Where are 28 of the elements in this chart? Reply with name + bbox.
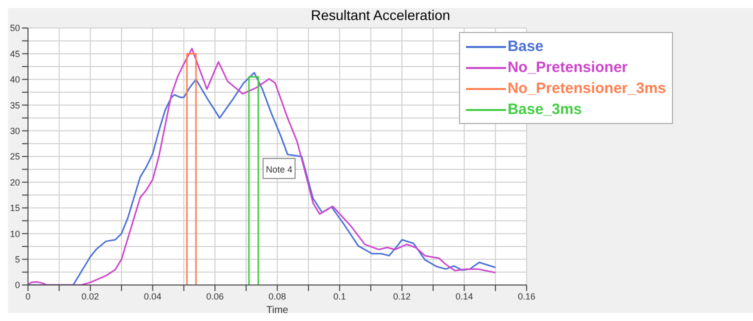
- y-tick-label: 25: [10, 152, 20, 162]
- x-tick-label: 0.06: [206, 291, 224, 302]
- y-tick-label: 15: [10, 203, 20, 214]
- x-tick-label: 0.02: [82, 291, 100, 302]
- y-tick-label: 20: [10, 177, 20, 188]
- x-tick-label: 0.04: [144, 291, 162, 302]
- legend-label: Base: [508, 38, 544, 55]
- x-tick-label: 0.14: [456, 291, 474, 302]
- legend-label: No_Pretensioner: [508, 59, 628, 76]
- y-tick-label: 45: [10, 48, 20, 59]
- x-tick-label: 0.12: [393, 291, 411, 302]
- y-tick-label: 5: [14, 254, 20, 264]
- chart-title: Resultant Acceleration: [310, 7, 452, 23]
- y-tick-label: 0: [14, 280, 20, 290]
- y-tick-label: 50: [10, 23, 20, 34]
- y-tick-label: 40: [10, 74, 20, 85]
- annotation: Note 4: [266, 164, 292, 174]
- legend-label: No_Pretensioner_3ms: [508, 80, 666, 97]
- legend-label: Base_3ms: [508, 101, 582, 118]
- x-tick-label: 0.16: [518, 291, 536, 302]
- x-tick-label: 0: [25, 291, 31, 302]
- y-tick-label: 30: [10, 126, 20, 136]
- x-tick-label: 0.08: [268, 291, 286, 302]
- y-tick-label: 10: [10, 228, 20, 239]
- x-tick-label: 0.1: [333, 291, 346, 302]
- x-axis-title: Time: [266, 305, 289, 316]
- y-tick-label: 35: [10, 100, 20, 110]
- note-callout: Note 4: [262, 158, 296, 179]
